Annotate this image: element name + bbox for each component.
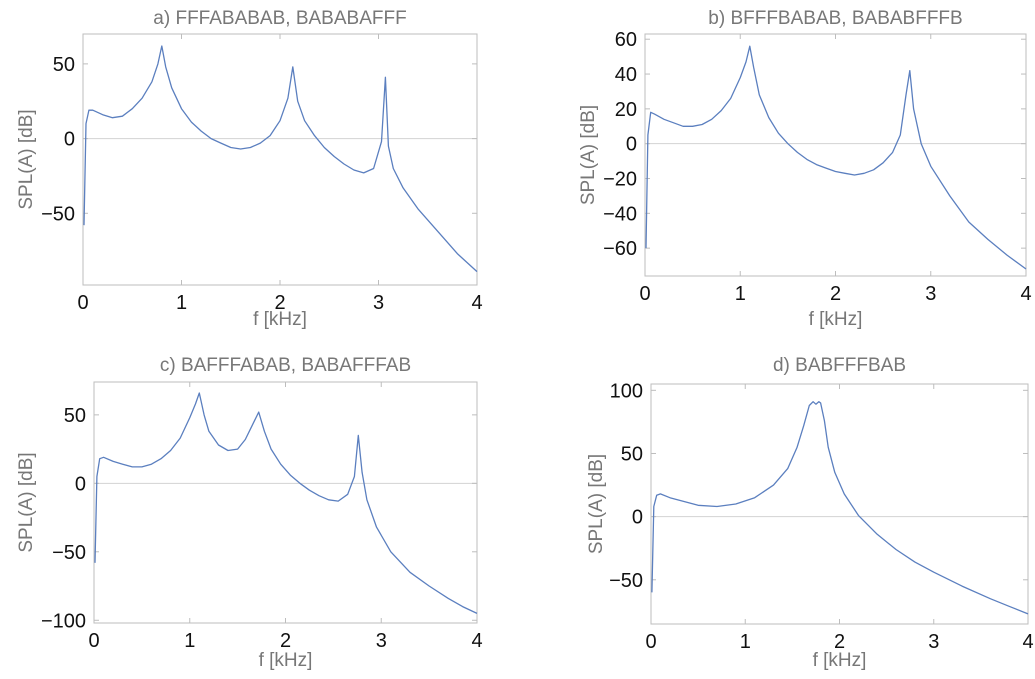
series-line [83, 45, 478, 273]
y-tick-label: 50 [621, 443, 643, 465]
chart-title: b) BFFFBABAB, BABABFFFB [708, 8, 962, 29]
y-tick-label: 50 [53, 54, 75, 76]
x-tick-label: 0 [77, 292, 88, 314]
y-tick-label: 0 [75, 473, 86, 495]
x-tick-label: 1 [735, 283, 746, 305]
chart-title: d) BABFFFBAB [773, 355, 906, 376]
y-tick-label: 0 [626, 134, 637, 156]
y-tick-label: −20 [603, 169, 637, 191]
y-tick-label: 60 [615, 29, 637, 51]
chart-panel-b: 0 1 2 3 4 −60 −40 −20 0 20 40 60 b) BFFFBABAB, BABAB… [578, 8, 1032, 330]
y-axis-label: SPL(A) [dB] [16, 109, 37, 209]
x-tick-label: 0 [645, 631, 656, 653]
y-tick-label: −50 [609, 570, 643, 592]
x-tick-label: 1 [740, 631, 751, 653]
chart-panel-d: 0 1 2 3 4 −50 0 50 100 d) BABFFFBAB f [kHz] SPL(A) … [586, 355, 1034, 671]
x-tick-label: 4 [1020, 283, 1031, 305]
plot-frame [82, 33, 478, 286]
series-line [651, 401, 1029, 615]
y-tick-label: 0 [632, 507, 643, 529]
x-axis-label: f [kHz] [809, 309, 863, 330]
series-line [645, 45, 1027, 270]
chart-panel-a: 0 1 2 3 4 −50 0 50 a) FFFABABAB, BABABAFFF f [kHz… [16, 8, 483, 330]
series-line [94, 392, 478, 614]
x-tick-label: 3 [925, 283, 936, 305]
y-tick-label: −50 [52, 542, 86, 564]
y-tick-label: −50 [41, 203, 75, 225]
chart-panel-c: 0 1 2 3 4 −100 −50 0 50 c) BAFFFABAB, BABAFFFAB f … [16, 355, 483, 671]
x-tick-label: 4 [1022, 631, 1033, 653]
x-tick-label: 3 [373, 292, 384, 314]
y-tick-label: 20 [615, 99, 637, 121]
plot-frame [644, 33, 1027, 277]
x-axis-label: f [kHz] [259, 650, 313, 671]
y-tick-label: 100 [610, 380, 643, 402]
y-tick-label: 40 [615, 64, 637, 86]
x-tick-label: 2 [280, 630, 291, 652]
y-tick-label: −100 [41, 610, 86, 632]
plot-frame [93, 381, 478, 624]
x-tick-label: 0 [88, 630, 99, 652]
x-tick-label: 0 [639, 283, 650, 305]
y-axis-label: SPL(A) [dB] [578, 105, 599, 205]
x-tick-label: 1 [184, 630, 195, 652]
x-tick-label: 4 [471, 630, 482, 652]
x-tick-label: 2 [834, 631, 845, 653]
x-tick-label: 4 [471, 292, 482, 314]
x-tick-label: 3 [376, 630, 387, 652]
x-tick-label: 3 [928, 631, 939, 653]
y-tick-label: 50 [64, 405, 86, 427]
x-axis-label: f [kHz] [253, 309, 307, 330]
y-tick-label: −60 [603, 238, 637, 260]
y-tick-label: −40 [603, 203, 637, 225]
chart-title: a) FFFABABAB, BABABAFFF [153, 8, 406, 29]
x-tick-label: 2 [830, 283, 841, 305]
x-tick-label: 2 [274, 292, 285, 314]
chart-title: c) BAFFFABAB, BABAFFFAB [160, 355, 411, 376]
y-axis-label: SPL(A) [dB] [16, 452, 37, 552]
x-axis-label: f [kHz] [813, 650, 867, 671]
y-tick-label: 0 [64, 129, 75, 151]
y-axis-label: SPL(A) [dB] [586, 454, 607, 554]
plot-frame [650, 383, 1029, 625]
x-tick-label: 1 [176, 292, 187, 314]
